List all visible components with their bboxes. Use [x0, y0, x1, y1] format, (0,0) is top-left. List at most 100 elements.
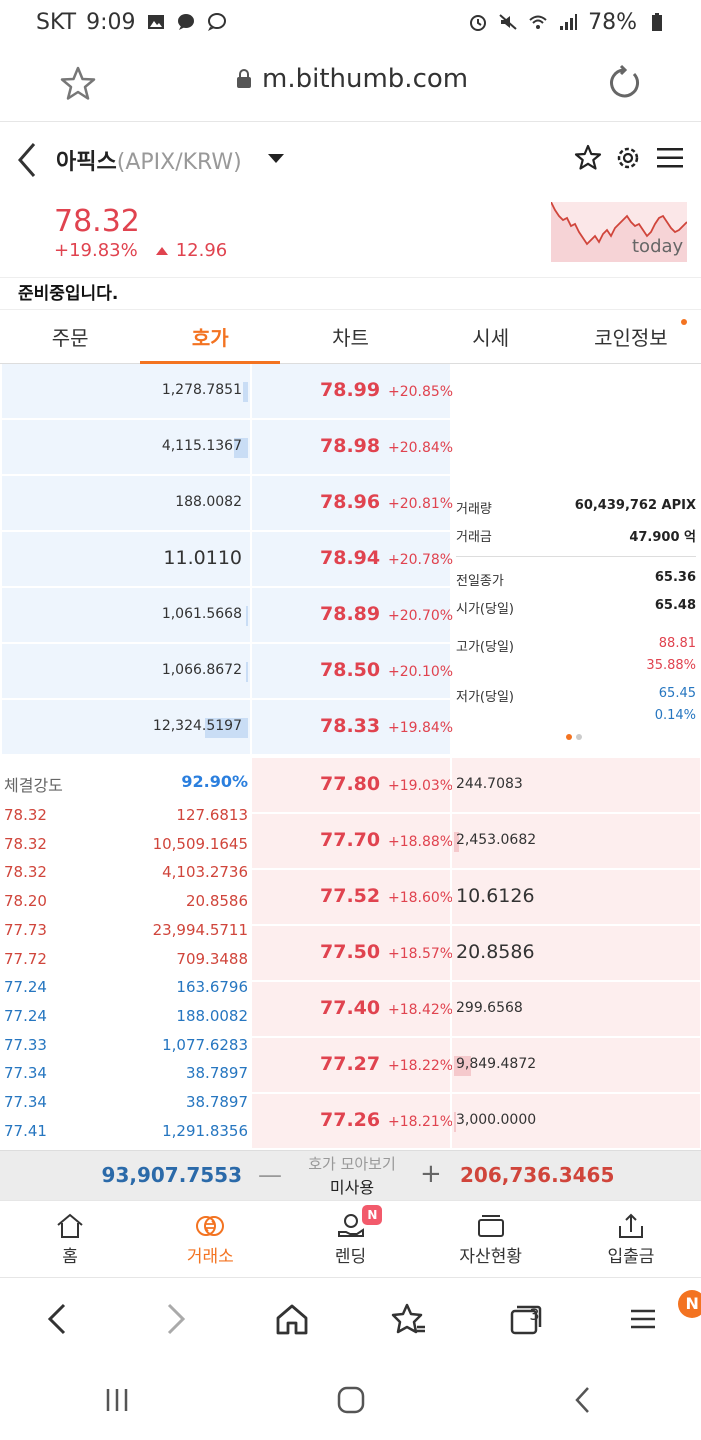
url-field[interactable]: m.bithumb.com	[236, 64, 468, 94]
ask-percent: +20.81%	[388, 496, 454, 512]
bid-row[interactable]: 77.26 +18.21% 3,000.0000	[0, 1094, 701, 1150]
nav-transfer-label: 입출금	[607, 1246, 655, 1267]
bid-volume-cell: 299.6568	[452, 982, 700, 1036]
tab-orderbook[interactable]: 호가	[140, 310, 281, 364]
ask-row[interactable]: 1,061.5668 78.89 +20.70%	[0, 588, 701, 644]
ask-price-cell[interactable]: 78.96 +20.81%	[252, 476, 454, 530]
info-divider	[456, 556, 696, 557]
aggregate-toggle[interactable]: 호가 모아보기 미사용	[296, 1153, 408, 1198]
bookmark-star-icon[interactable]	[58, 64, 98, 104]
browser-tabs-button[interactable]: 3	[467, 1280, 584, 1358]
ask-price-cell[interactable]: 78.33 +19.84%	[252, 700, 453, 754]
ask-price-cell[interactable]: 78.50 +20.10%	[252, 644, 453, 698]
nav-assets-label: 자산현황	[459, 1246, 522, 1267]
ask-row[interactable]: 12,324.5197 78.33 +19.84%	[0, 700, 701, 756]
trade-price: 78.32	[4, 863, 47, 882]
ask-volume: 11.0110	[163, 547, 242, 569]
ask-price-cell[interactable]: 78.98 +20.84%	[252, 420, 453, 474]
browser-menu-button[interactable]: N	[584, 1280, 701, 1358]
bid-row[interactable]: 77.80 +19.03% 244.7083	[0, 758, 701, 814]
ask-price-cell[interactable]: 78.94 +20.78%	[252, 532, 453, 586]
browser-bottom-bar: 3 N	[0, 1280, 701, 1358]
browser-back-button[interactable]	[0, 1280, 117, 1358]
ask-row[interactable]: 188.0082 78.96 +20.81%	[0, 476, 701, 532]
info-pager[interactable]	[566, 734, 582, 740]
trade-price: 77.72	[4, 949, 47, 968]
chevron-down-icon[interactable]	[268, 154, 284, 163]
trade-row: 77.24 188.0082	[4, 1007, 248, 1035]
url-text: m.bithumb.com	[262, 64, 469, 94]
mini-price-chart[interactable]	[551, 202, 687, 262]
gear-icon[interactable]	[614, 144, 642, 172]
nav-transfer[interactable]: 입출금	[561, 1201, 701, 1277]
bid-row[interactable]: 77.52 +18.60% 10.6126	[0, 870, 701, 926]
ask-row[interactable]: 1,278.7851 78.99 +20.85%	[0, 364, 701, 420]
system-back-button[interactable]	[467, 1360, 701, 1440]
ask-percent: +20.85%	[388, 384, 454, 400]
coin-header: 아픽스(APIX/KRW)	[0, 124, 701, 194]
app-bottom-nav: 홈 거래소 N 렌딩 자산현황 입출금	[0, 1200, 701, 1278]
back-arrow-icon[interactable]	[14, 140, 40, 180]
trade-row: 77.24 163.6796	[4, 978, 248, 1006]
bid-depth-bar	[454, 832, 459, 852]
bid-price-cell[interactable]: 77.80 +19.03%	[252, 758, 453, 812]
gallery-icon	[147, 15, 164, 29]
trade-row: 77.33 1,077.6283	[4, 1036, 248, 1064]
ask-price: 78.96	[320, 491, 381, 513]
favorite-star-icon[interactable]	[574, 144, 602, 172]
tab-coin-info[interactable]: 코인정보	[561, 310, 701, 363]
info-amount: 거래금 47.900 억	[456, 526, 696, 545]
trade-price: 78.32	[4, 806, 47, 824]
recent-apps-button[interactable]	[0, 1360, 234, 1440]
bid-price-cell[interactable]: 77.70 +18.88%	[252, 814, 454, 868]
bid-row[interactable]: 77.27 +18.22% 9,849.4872	[0, 1038, 701, 1094]
bid-row[interactable]: 77.70 +18.88% 2,453.0682	[0, 814, 701, 870]
battery-icon	[652, 13, 662, 31]
home-icon	[57, 1213, 83, 1238]
nav-assets[interactable]: 자산현황	[421, 1201, 561, 1277]
system-home-button[interactable]	[234, 1360, 468, 1440]
up-triangle-icon	[155, 247, 168, 255]
tab-order[interactable]: 주문	[51, 326, 89, 350]
bid-row[interactable]: 77.50 +18.57% 20.8586	[0, 926, 701, 982]
ask-row[interactable]: 11.0110 78.94 +20.78%	[0, 532, 701, 588]
change-amount: 12.96	[175, 240, 228, 261]
bid-volume-cell: 3,000.0000	[452, 1094, 700, 1148]
bid-row[interactable]: 77.40 +18.42% 299.6568	[0, 982, 701, 1038]
nav-exchange[interactable]: 거래소	[140, 1201, 280, 1277]
home-icon	[276, 1304, 308, 1335]
coin-title[interactable]: 아픽스(APIX/KRW)	[56, 144, 242, 176]
nav-home[interactable]: 홈	[0, 1201, 140, 1277]
home-square-icon	[337, 1386, 364, 1414]
ask-volume: 1,061.5668	[161, 606, 242, 622]
reload-icon[interactable]	[604, 64, 642, 102]
bid-price-cell[interactable]: 77.26 +18.21%	[252, 1094, 453, 1148]
trade-price: 77.41	[4, 1121, 47, 1140]
bid-price-cell[interactable]: 77.50 +18.57%	[252, 926, 453, 980]
ask-row[interactable]: 1,066.8672 78.50 +20.10%	[0, 644, 701, 700]
browser-bookmarks-button[interactable]	[350, 1280, 467, 1358]
bid-volume-cell: 20.8586	[452, 926, 700, 980]
tab-market-price[interactable]: 시세	[472, 326, 510, 350]
bid-volume: 10.6126	[456, 885, 535, 907]
ask-volume: 4,115.1367	[161, 438, 242, 454]
bid-price-cell[interactable]: 77.52 +18.60%	[252, 870, 453, 924]
ask-price-cell[interactable]: 78.99 +20.85%	[252, 364, 454, 418]
plus-icon[interactable]: +	[420, 1159, 442, 1189]
hamburger-menu-icon[interactable]	[656, 146, 684, 170]
bid-price-cell[interactable]: 77.27 +18.22%	[252, 1038, 453, 1092]
info-low-value: 65.45	[658, 686, 696, 701]
ask-depth-bar	[204, 718, 248, 738]
info-high-pct: 35.88%	[646, 658, 696, 673]
tab-chart[interactable]: 차트	[332, 326, 369, 350]
nav-lending[interactable]: N 렌딩	[280, 1201, 420, 1277]
bid-percent: +18.88%	[388, 834, 454, 850]
trade-quantity: 127.6813	[176, 806, 248, 824]
bid-price-cell[interactable]: 77.40 +18.42%	[252, 982, 453, 1036]
browser-forward-button[interactable]	[117, 1280, 234, 1358]
minus-icon[interactable]: —	[258, 1161, 282, 1189]
change-amount-wrap: 12.96	[155, 240, 228, 261]
ask-price-cell[interactable]: 78.89 +20.70%	[252, 588, 453, 642]
ask-row[interactable]: 4,115.1367 78.98 +20.84%	[0, 420, 701, 476]
browser-home-button[interactable]	[234, 1280, 351, 1358]
